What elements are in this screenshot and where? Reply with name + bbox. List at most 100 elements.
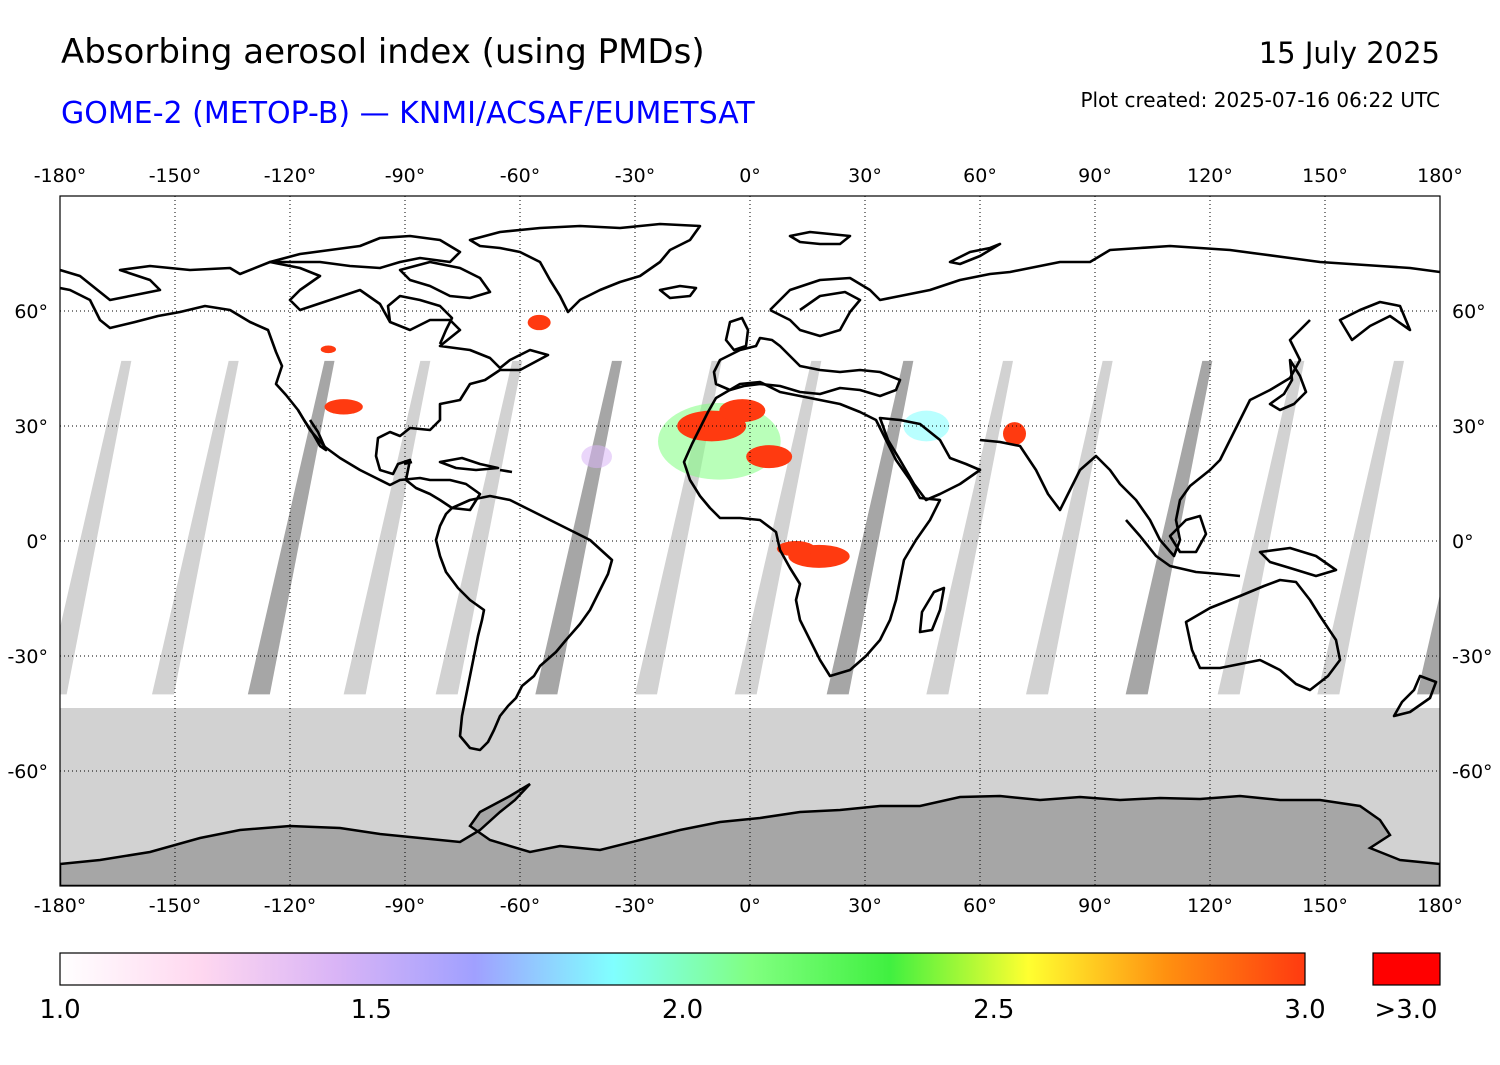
borneo-coast: [1168, 514, 1208, 554]
longitude-tick-label: 30°: [848, 895, 882, 917]
orbit-gap-swath: [535, 360, 622, 695]
latitude-tick-label: 0°: [1452, 531, 1474, 553]
longitude-tick-label: 150°: [1302, 895, 1348, 917]
arabian-peninsula-coast: [878, 416, 982, 502]
longitude-tick-label: 120°: [1187, 165, 1233, 187]
longitude-tick-label: -150°: [149, 895, 202, 917]
longitude-tick-label: -90°: [385, 165, 426, 187]
latitude-tick-label: -60°: [7, 761, 48, 783]
iceland-coast: [658, 284, 698, 300]
caribbean-islands-coast: [403, 456, 513, 474]
graticule: [60, 196, 1440, 886]
latitude-tick-label: 60°: [14, 301, 48, 323]
latitude-tick-label: -30°: [7, 646, 48, 668]
australia-coast: [1184, 578, 1342, 692]
orbit-gap-swath: [247, 360, 335, 695]
longitude-tick-label: 90°: [1078, 165, 1112, 187]
north-america-coast: [60, 260, 550, 512]
new-guinea-coast: [1258, 546, 1338, 578]
colorbar-tick-label: 2.5: [973, 995, 1015, 1025]
longitude-tick-label: -180°: [34, 165, 87, 187]
aerosol-plume: [746, 445, 793, 469]
aerosol-plume: [320, 345, 337, 354]
colorbar-tick-label: 1.0: [39, 995, 81, 1025]
new-zealand-coast: [1392, 674, 1438, 718]
british-isles-coast: [724, 316, 750, 352]
aerosol-plume: [324, 399, 363, 415]
aerosol-plume: [719, 399, 766, 423]
longitude-tick-label: -120°: [264, 165, 317, 187]
hudson-bay-coast: [386, 294, 454, 345]
orbit-gap-swath: [1317, 360, 1404, 695]
africa-coast: [682, 380, 942, 678]
map-frame: [59, 195, 1441, 887]
longitude-tick-label: 180°: [1417, 165, 1463, 187]
orbit-gap-swath: [152, 360, 239, 695]
scandinavia-coast: [769, 290, 862, 338]
observation-date: 15 July 2025: [1258, 36, 1440, 70]
aerosol-plume: [527, 314, 551, 331]
coastlines: [60, 222, 1440, 752]
map-subtitle: GOME-2 (METOP-B) — KNMI/ACSAF/EUMETSAT: [61, 96, 755, 131]
latitude-tick-label: 30°: [14, 416, 48, 438]
axis-tick-labels: -180° -180° -150° -150° -120° -120° -90° -90° -6…: [7, 165, 1492, 917]
arctic-islands-coast: [268, 234, 462, 270]
south-america-coast: [434, 494, 614, 752]
colorbar-tick-label: 1.5: [350, 995, 392, 1025]
longitude-tick-label: -150°: [149, 165, 202, 187]
latitude-tick-label: -30°: [1452, 646, 1493, 668]
latitude-tick-label: 30°: [1452, 416, 1486, 438]
orbit-gap-swath: [1417, 594, 1440, 695]
aerosol-plume: [776, 541, 816, 557]
longitude-tick-label: -30°: [615, 895, 656, 917]
orbit-gap-swath: [60, 360, 132, 695]
latitude-tick-label: 0°: [26, 531, 48, 553]
colorbar-tick-label: 2.0: [661, 995, 704, 1025]
orbit-gap-swath: [926, 360, 1013, 695]
longitude-tick-label: -120°: [264, 895, 317, 917]
novaya-zemlya-coast: [948, 242, 1002, 266]
aerosol-halo: [581, 445, 613, 469]
aerosol-halo: [903, 410, 950, 442]
longitude-tick-label: -90°: [385, 895, 426, 917]
orbit-gap-swath: [343, 360, 431, 695]
map-title: Absorbing aerosol index (using PMDs): [61, 32, 705, 72]
baffin-island-coast: [398, 260, 492, 300]
longitude-tick-label: 120°: [1187, 895, 1233, 917]
baja-california-coast: [296, 409, 328, 452]
longitude-tick-label: 180°: [1417, 895, 1463, 917]
greenland-coast: [468, 222, 702, 314]
longitude-tick-label: 60°: [963, 895, 997, 917]
longitude-tick-label: 150°: [1302, 165, 1348, 187]
colorbar-gradient: [59, 952, 1306, 986]
orbit-gap-swath: [1026, 360, 1113, 695]
longitude-tick-label: -60°: [500, 895, 541, 917]
longitude-tick-label: 0°: [739, 165, 761, 187]
latitude-tick-label: -60°: [1452, 761, 1493, 783]
eurasia-coast: [769, 244, 1440, 311]
longitude-tick-label: 60°: [963, 165, 997, 187]
kamchatka-coast: [1338, 300, 1412, 342]
longitude-tick-label: -180°: [34, 895, 87, 917]
latitude-tick-label: 60°: [1452, 301, 1486, 323]
svalbard-coast: [788, 230, 852, 246]
orbit-gap-swath: [435, 360, 523, 695]
western-europe-coast: [712, 336, 902, 398]
aerosol-plume: [1003, 422, 1026, 446]
longitude-tick-label: 0°: [739, 895, 761, 917]
orbit-gap-swath: [1125, 360, 1213, 695]
longitude-tick-label: 90°: [1078, 895, 1112, 917]
orbit-gap-swath: [1217, 360, 1305, 695]
colorbar-tick-label: 3.0: [1284, 995, 1326, 1025]
plot-created-timestamp: Plot created: 2025-07-16 06:22 UTC: [1080, 88, 1440, 112]
longitude-tick-label: 30°: [848, 165, 882, 187]
colorbar-overflow-box: [1372, 952, 1441, 986]
madagascar-coast: [918, 586, 946, 634]
longitude-tick-label: -30°: [615, 165, 656, 187]
colorbar-overflow-label: >3.0: [1374, 995, 1438, 1025]
orbit-gap-swath: [734, 360, 822, 695]
longitude-tick-label: -60°: [500, 165, 541, 187]
japan-coast: [1268, 358, 1308, 412]
sumatra-java-coast: [1125, 519, 1241, 578]
